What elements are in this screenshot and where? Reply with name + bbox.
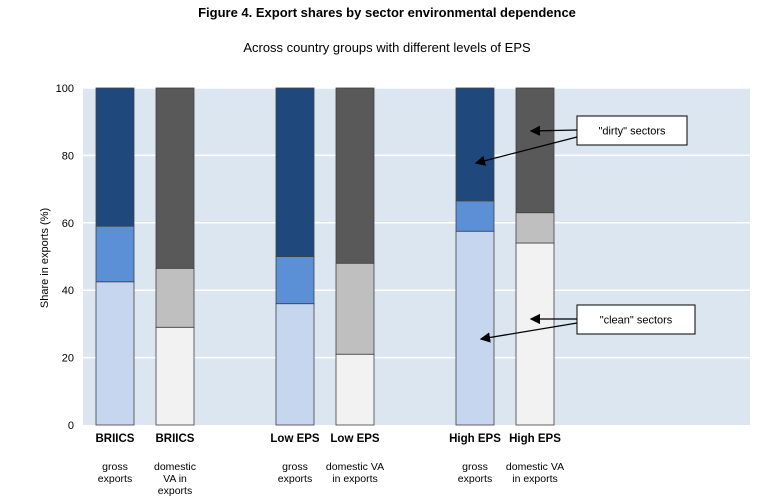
bar-clean-segment — [335, 353, 375, 426]
x-tick-sublabel: domestic VA in exports — [326, 461, 384, 485]
bar-dirty-segment — [155, 87, 195, 269]
bar-clean-segment — [155, 326, 195, 426]
annotation-arrow — [479, 322, 578, 343]
chart-subtitle: Across country groups with different lev… — [243, 40, 531, 55]
x-tick-label: High EPS — [449, 433, 501, 445]
y-axis: 0 20 40 60 80 100 — [56, 83, 74, 432]
x-tick-sublabel: domestic VA in exports — [506, 461, 564, 485]
category-labels: BRIICS gross exports BRIICS domestic VA in exp… — [96, 433, 565, 497]
annotation-arrow — [474, 136, 578, 166]
bar-dirty-segment — [335, 87, 375, 264]
y-tick-label: 100 — [56, 83, 74, 95]
annotation-arrow — [529, 125, 578, 137]
bar-middle-segment — [335, 262, 375, 355]
x-tick-sublabel: gross exports — [98, 461, 132, 485]
bar-middle-segment — [515, 212, 555, 244]
y-tick-label: 40 — [62, 285, 74, 297]
bar-middle-segment — [275, 256, 315, 305]
x-tick-sublabel: gross exports — [458, 461, 492, 485]
annotation-box — [576, 115, 688, 146]
annotation-text: "dirty" sectors — [598, 126, 666, 138]
annotation-box — [576, 304, 696, 335]
y-tick-label: 20 — [62, 353, 74, 365]
y-tick-label: 80 — [62, 150, 74, 162]
bar-clean-segment — [275, 303, 315, 426]
annotation-text: "clean" sectors — [600, 315, 673, 327]
bar-clean-segment — [515, 242, 555, 426]
x-tick-label: Low EPS — [270, 433, 320, 445]
x-tick-label: BRIICS — [96, 433, 135, 445]
y-tick-label: 60 — [62, 218, 74, 230]
bar-dirty-segment — [515, 87, 555, 214]
x-tick-sublabel: gross exports — [278, 461, 312, 485]
bar-middle-segment — [155, 267, 195, 328]
bar-dirty-segment — [455, 87, 495, 202]
bar-middle-segment — [455, 200, 495, 232]
x-tick-label: High EPS — [509, 433, 561, 445]
bar-dirty-segment — [95, 87, 135, 227]
x-tick-label: BRIICS — [156, 433, 195, 445]
bar-clean-segment — [95, 281, 135, 426]
bars — [95, 87, 555, 426]
x-tick-sublabel: domestic VA in exports — [154, 461, 196, 497]
bar-middle-segment — [95, 225, 135, 283]
y-tick-label: 0 — [68, 420, 74, 432]
bar-clean-segment — [455, 230, 495, 426]
chart-title: Figure 4. Export shares by sector enviro… — [198, 5, 576, 20]
bar-dirty-segment — [275, 87, 315, 257]
y-axis-label: Share in exports (%) — [39, 208, 51, 308]
annotations: "dirty" sectors "clean" sectors — [474, 115, 696, 343]
x-tick-label: Low EPS — [330, 433, 380, 445]
